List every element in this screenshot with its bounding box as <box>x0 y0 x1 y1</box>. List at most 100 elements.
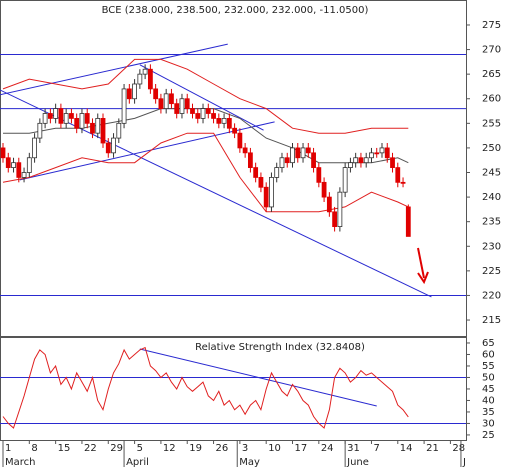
y-tick-label: 240 <box>482 192 501 203</box>
candle-body <box>5 157 11 168</box>
candle-body <box>269 177 274 208</box>
candle-body <box>205 108 211 114</box>
x-tick-label: 7 <box>373 443 379 454</box>
candle-body <box>211 113 216 119</box>
y-tick-label: 230 <box>482 241 501 252</box>
y-tick-label: 260 <box>482 94 501 105</box>
arrow-head <box>417 271 429 285</box>
y-tick-label: 35 <box>482 407 495 418</box>
price-panel <box>0 0 467 337</box>
candle-body <box>137 73 143 85</box>
candle-body <box>237 132 243 149</box>
candle-body <box>405 206 411 237</box>
month-label: J <box>462 457 466 467</box>
x-tick-label: 5 <box>137 443 143 454</box>
candle-body <box>195 113 201 119</box>
candle-body <box>263 186 269 208</box>
candle-body <box>274 167 280 178</box>
candle-body <box>184 98 190 109</box>
rsi-title: Relative Strength Index (32.8408) <box>195 342 365 353</box>
x-tick-label: 24 <box>321 443 334 454</box>
candle-body <box>42 113 48 124</box>
candle-body <box>232 127 238 134</box>
candle-body <box>16 162 22 178</box>
candle-body <box>348 162 353 168</box>
candle-body <box>400 181 406 184</box>
candle-body <box>100 118 106 144</box>
candle-body <box>258 177 264 188</box>
candle-body <box>179 98 185 114</box>
candle-body <box>311 152 316 168</box>
y-tick-label: 30 <box>482 418 495 429</box>
candle-body <box>379 147 385 154</box>
y-tick-label: 245 <box>482 168 501 179</box>
trend-line <box>0 43 228 96</box>
month-label: March <box>5 457 35 467</box>
candle-body <box>37 122 43 139</box>
candle-body <box>384 147 390 159</box>
candle-body <box>316 167 322 183</box>
candle-body <box>126 88 132 100</box>
candle-body <box>142 68 148 75</box>
x-tick-label: 14 <box>400 443 413 454</box>
candle-body <box>363 157 369 164</box>
candle-body <box>0 147 6 159</box>
y-tick-label: 25 <box>482 430 495 441</box>
y-tick-label: 215 <box>482 315 501 326</box>
candle-body <box>305 147 311 154</box>
candle-body <box>153 88 159 100</box>
y-tick-label: 40 <box>482 395 495 406</box>
candle-body <box>163 93 169 109</box>
candle-body <box>200 108 206 119</box>
candle-body <box>111 137 116 154</box>
candle-body <box>242 147 248 154</box>
x-tick-label: 21 <box>426 443 439 454</box>
month-label: June <box>346 457 369 467</box>
candle-body <box>169 93 174 105</box>
y-tick-label: 65 <box>482 338 495 349</box>
x-tick-label: 29 <box>110 443 123 454</box>
candle-body <box>47 113 53 119</box>
trend-line <box>0 89 432 298</box>
candle-body <box>247 152 253 168</box>
candle-body <box>121 88 127 124</box>
y-tick-label: 225 <box>482 266 501 277</box>
trend-line <box>139 348 377 407</box>
candle-body <box>332 211 338 228</box>
band-upper <box>2 58 409 134</box>
trend-line <box>139 64 264 131</box>
candle-body <box>221 118 227 124</box>
candle-body <box>26 157 32 173</box>
candle-body <box>147 68 153 90</box>
candle-body <box>32 137 37 159</box>
x-tick-label: 17 <box>295 443 308 454</box>
month-label: April <box>126 457 149 467</box>
candle-body <box>79 113 85 129</box>
y-tick-label: 60 <box>482 349 495 360</box>
x-tick-label: 19 <box>189 443 202 454</box>
candle-body <box>190 108 195 114</box>
candle-body <box>69 113 74 119</box>
candle-body <box>21 172 27 178</box>
candle-body <box>174 103 180 114</box>
y-tick-label: 50 <box>482 372 495 383</box>
candle-body <box>326 196 332 213</box>
candle-body <box>63 113 69 124</box>
candle-body <box>105 142 111 154</box>
candle-body <box>374 152 380 155</box>
month-label: May <box>239 457 260 467</box>
candle-body <box>279 157 285 168</box>
y-tick-label: 265 <box>482 69 501 80</box>
candle-body <box>390 157 395 168</box>
x-tick-label: 22 <box>84 443 97 454</box>
x-tick-label: 3 <box>242 443 248 454</box>
x-tick-label: 26 <box>216 443 229 454</box>
candle-body <box>284 157 290 164</box>
candle-body <box>216 118 222 124</box>
x-tick-label: 8 <box>31 443 37 454</box>
candle-body <box>321 181 327 198</box>
y-tick-label: 255 <box>482 118 501 129</box>
y-tick-label: 220 <box>482 290 501 301</box>
trend-line <box>19 121 275 181</box>
